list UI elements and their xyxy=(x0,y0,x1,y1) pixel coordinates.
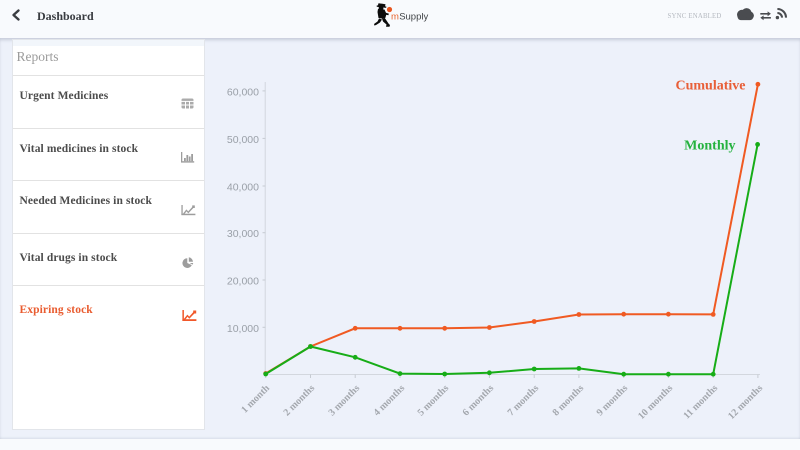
svg-text:10,000: 10,000 xyxy=(227,323,259,335)
svg-text:20,000: 20,000 xyxy=(227,276,259,288)
svg-text:6 months: 6 months xyxy=(461,383,497,419)
svg-text:m: m xyxy=(391,11,399,22)
svg-text:7 months: 7 months xyxy=(506,383,542,419)
svg-text:9 months: 9 months xyxy=(595,383,631,419)
svg-text:12 months: 12 months xyxy=(726,383,765,422)
svg-text:60,000: 60,000 xyxy=(227,86,259,98)
svg-text:30,000: 30,000 xyxy=(227,228,259,240)
svg-text:10 months: 10 months xyxy=(636,383,675,422)
svg-text:1 month: 1 month xyxy=(239,383,272,416)
svg-text:Monthly: Monthly xyxy=(684,138,735,153)
svg-text:5 months: 5 months xyxy=(416,383,452,419)
svg-text:40,000: 40,000 xyxy=(227,182,259,194)
svg-text:Cumulative: Cumulative xyxy=(676,78,746,93)
svg-text:50,000: 50,000 xyxy=(227,134,259,146)
svg-text:3 months: 3 months xyxy=(327,383,363,419)
svg-text:4 months: 4 months xyxy=(372,383,408,419)
svg-text:11 months: 11 months xyxy=(681,383,720,422)
svg-text:2 months: 2 months xyxy=(282,383,318,419)
svg-text:Supply: Supply xyxy=(399,11,428,22)
svg-text:8 months: 8 months xyxy=(551,383,587,419)
